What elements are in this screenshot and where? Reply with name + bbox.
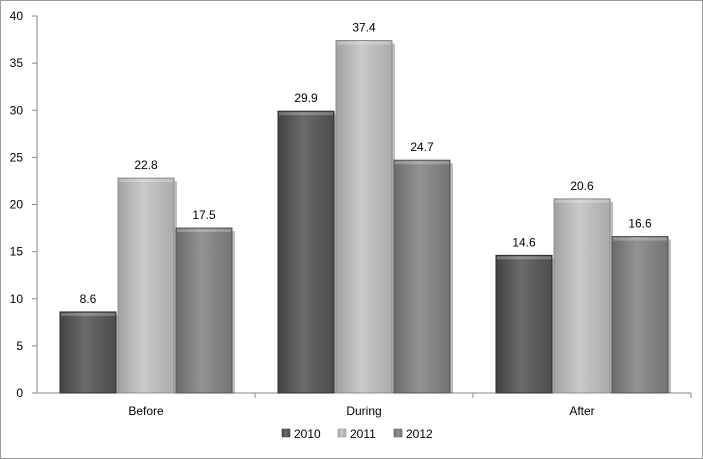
y-tick-label: 10 — [10, 292, 24, 306]
bar-2012-after — [611, 236, 669, 394]
data-label: 24.7 — [410, 140, 434, 154]
legend-swatch-2012 — [393, 428, 403, 438]
bar-2010-before — [59, 311, 117, 394]
legend-label-2010: 2010 — [294, 427, 321, 441]
bar-2011-after — [553, 198, 611, 394]
bar-highlight — [555, 199, 609, 203]
legend-label-2012: 2012 — [406, 427, 433, 441]
bar-highlight — [497, 256, 551, 260]
data-label: 16.6 — [628, 217, 652, 231]
y-tick-label: 20 — [10, 198, 24, 212]
data-label: 22.8 — [134, 158, 158, 172]
y-tick-label: 30 — [10, 103, 24, 117]
data-label: 8.6 — [80, 292, 97, 306]
bar-highlight — [395, 161, 449, 165]
bar-highlight — [279, 112, 333, 116]
data-label: 20.6 — [570, 179, 594, 193]
x-tick-label: Before — [128, 404, 164, 418]
bar-highlight — [61, 312, 115, 316]
y-tick-label: 40 — [10, 9, 24, 23]
data-label: 17.5 — [192, 208, 216, 222]
bar-2011-during — [335, 40, 393, 394]
y-tick-label: 15 — [10, 245, 24, 259]
bar-highlight — [119, 179, 173, 183]
data-label: 14.6 — [512, 235, 536, 249]
y-tick-label: 25 — [10, 150, 24, 164]
data-label: 29.9 — [294, 91, 318, 105]
bar-2010-during — [277, 110, 335, 394]
x-tick-label: After — [569, 404, 594, 418]
bar-2010-after — [495, 254, 553, 394]
y-tick-label: 0 — [16, 386, 23, 400]
bar-2012-during — [393, 159, 451, 394]
y-tick-label: 5 — [16, 339, 23, 353]
bar-2012-before — [175, 227, 233, 394]
legend-swatch-2010 — [281, 428, 291, 438]
y-tick-label: 35 — [10, 56, 24, 70]
bar-2011-before — [117, 177, 175, 394]
data-label: 37.4 — [352, 21, 376, 35]
legend-label-2011: 2011 — [350, 427, 376, 441]
x-tick-label: During — [346, 404, 381, 418]
legend-swatch-2011 — [337, 428, 347, 438]
bar-highlight — [337, 41, 391, 45]
bar-highlight — [613, 237, 667, 241]
bar-highlight — [177, 229, 231, 233]
